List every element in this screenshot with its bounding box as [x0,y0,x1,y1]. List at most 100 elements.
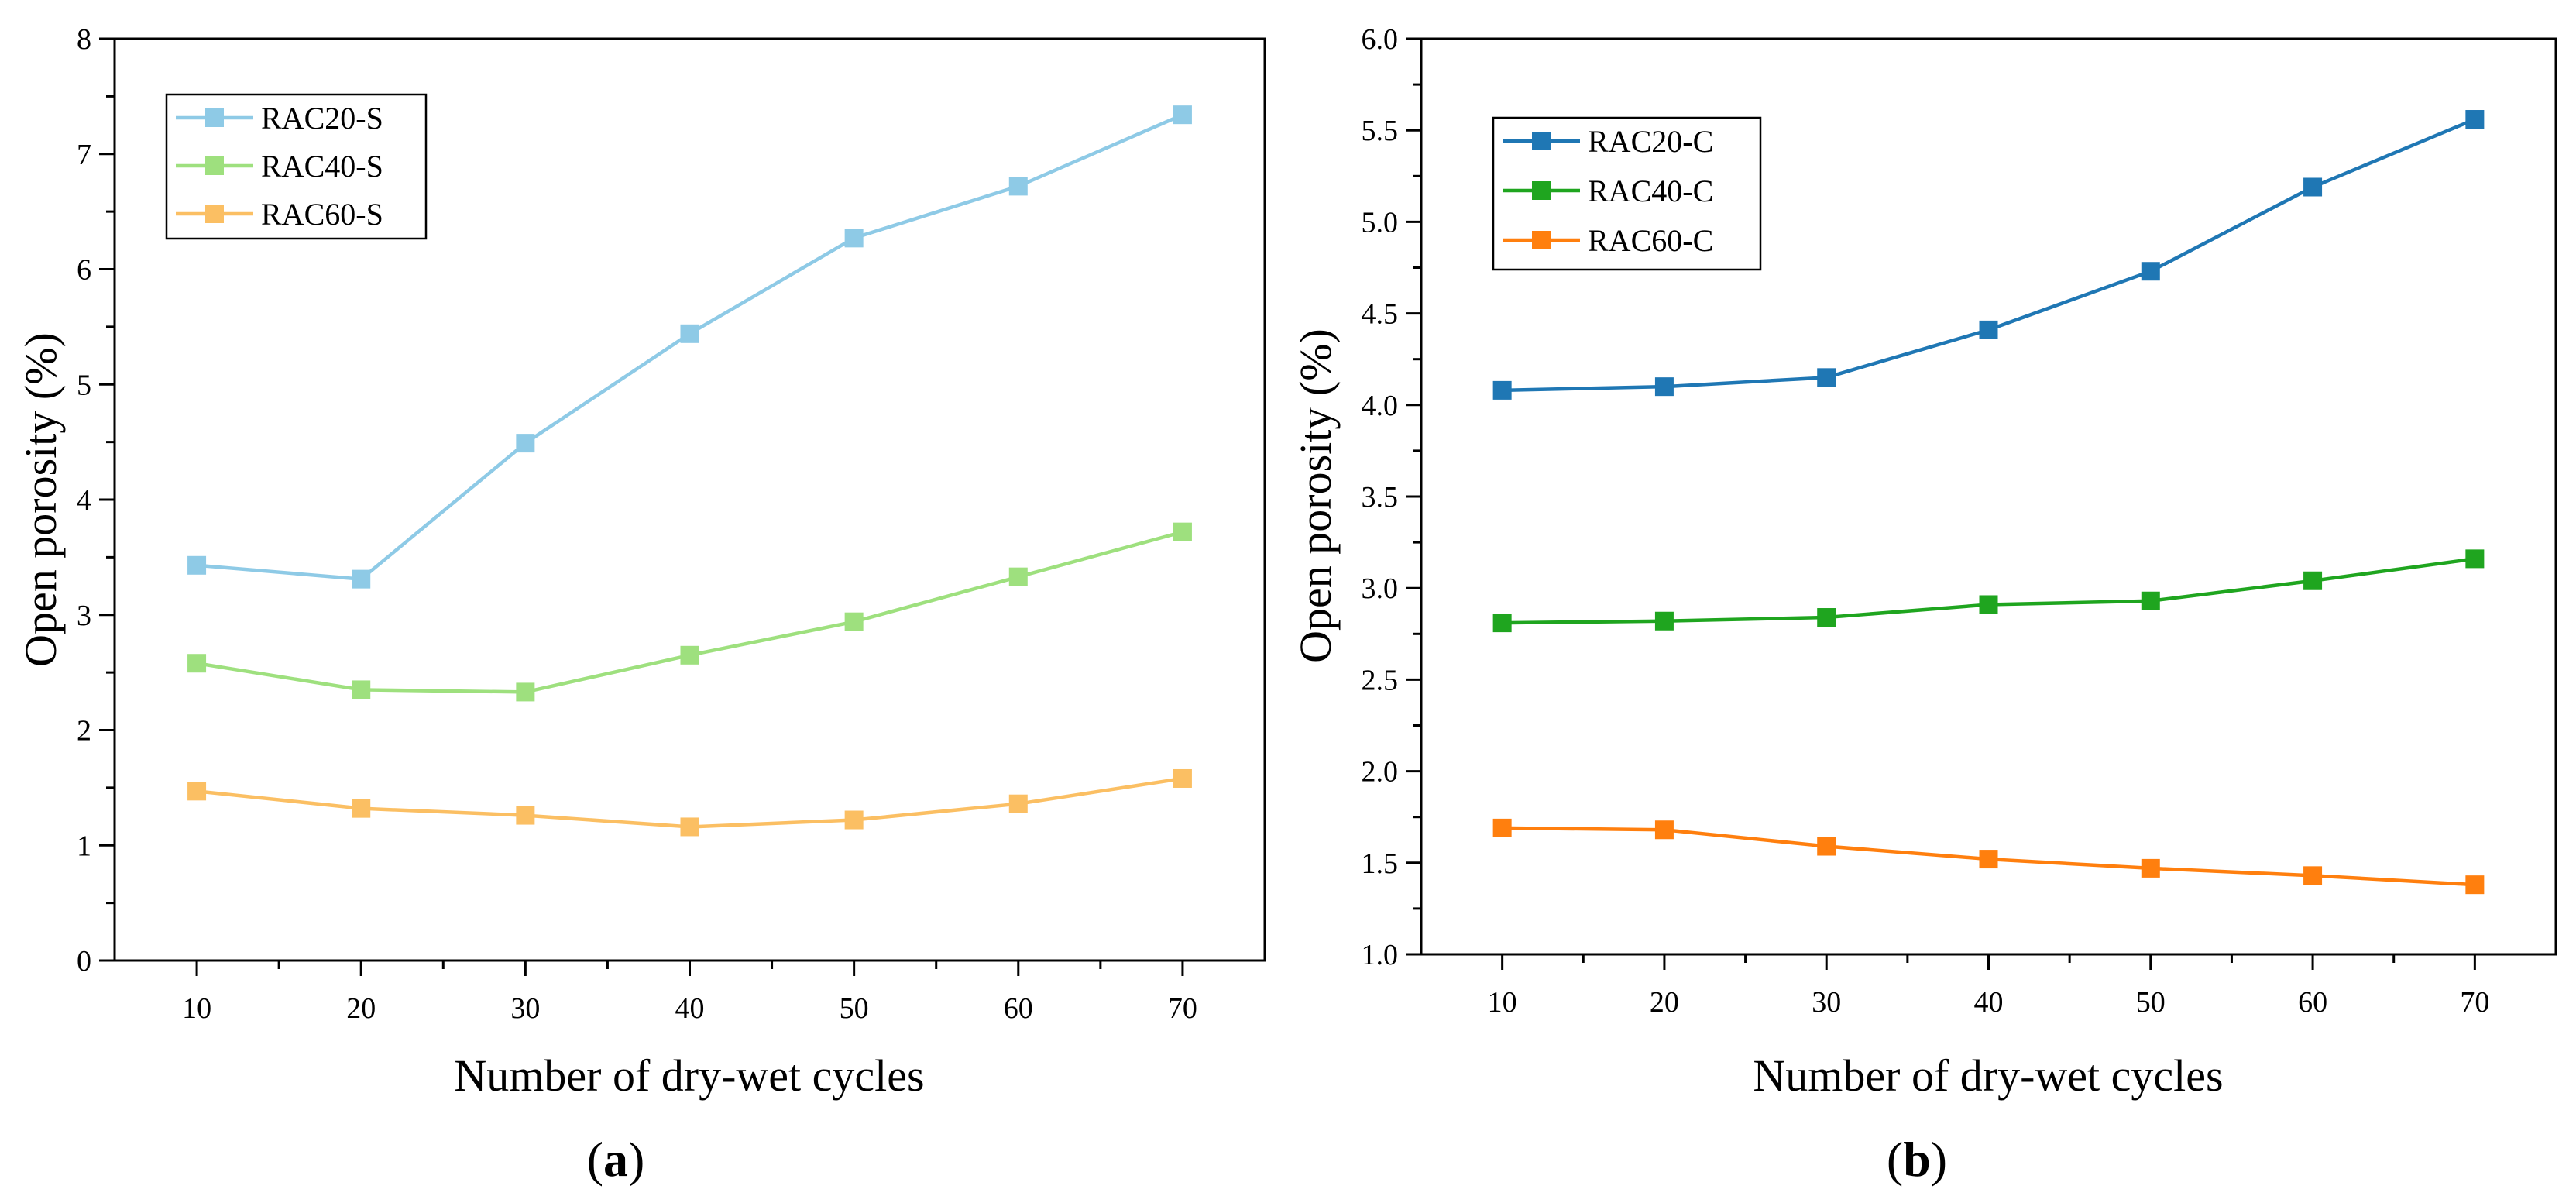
panel-b-series-rac40-c-point [1817,608,1836,627]
panel-a-series-rac20-s-point [187,555,207,575]
panel-b-x-tick-label: 60 [2298,986,2327,1019]
panel-a-y-tick-label: 2 [77,715,91,748]
panel-a-series-rac40-s-point [352,680,371,699]
panel-b-x-tick-label: 50 [2136,986,2166,1019]
panel-a-legend-entry-rac60-s-marker [205,205,224,223]
panel-a-x-tick-label: 50 [840,992,869,1025]
panel-a-legend-entry-rac60-s-label: RAC60-S [261,197,383,232]
panel-a-y-tick-label: 4 [77,484,91,517]
panel-a-legend-entry-rac20-s-marker [205,108,224,127]
panel-b-series-rac40-c-point [1654,611,1674,631]
panel-b-label: (b) [1887,1132,1947,1187]
panel-a-series-rac40-s-line [196,530,1183,694]
panel-a-x-tick-label: 10 [182,992,211,1025]
panel-b-series-rac40-c-point [1979,595,1998,614]
panel-a-series-rac20-s-point [1008,177,1028,196]
panel-a-y-tick-label: 0 [77,945,91,978]
panel-a-y-tick-label: 1 [77,830,91,862]
panel-b-legend-entry-rac60-c-label: RAC60-C [1588,223,1713,258]
panel-b-legend-entry-rac60-c-marker [1532,231,1551,249]
panel-b-series-rac20-c-point [2141,262,2160,281]
panel-b-series-rac60-c-point [1654,820,1674,840]
panel-a-x-tick-label: 40 [675,992,705,1025]
panel-b-y-tick-label: 2.5 [1362,664,1399,696]
panel-b-y-tick-label: 6.0 [1362,23,1399,56]
panel-b-x-tick-label: 70 [2460,986,2489,1019]
panel-b-y-tick-label: 4.0 [1362,390,1399,422]
panel-b-legend-entry-rac40-c-label: RAC40-C [1588,174,1713,208]
panel-b-y-tick-label: 5.0 [1362,206,1399,239]
panel-a-x-axis-title: Number of dry-wet cycles [454,1050,924,1101]
panel-b-series-rac60-c-point [2141,858,2160,878]
panel-a-legend-entry-rac40-s-marker [205,156,224,175]
panel-a-series-rac60-s-point [1008,794,1028,813]
panel-a-y-tick-label: 8 [77,23,91,56]
panel-b-series-rac40-c-point [2141,591,2160,610]
panel-b-y-axis-title: Open porosity (%) [1290,328,1341,663]
panel-b-series-rac60-c-point [1817,837,1836,856]
panel-a-y-tick-label: 3 [77,600,91,632]
panel-b-x-tick-label: 40 [1974,986,2004,1019]
panel-b-series-rac20-c-point [1817,368,1836,387]
panel-b-x-tick-label: 30 [1812,986,1841,1019]
panel-a-x-tick-label: 20 [346,992,376,1025]
panel-b-series-rac60-c-point [2465,875,2485,895]
panel-a-series-rac60-s-point [1173,768,1192,788]
panel-a-y-tick-label: 6 [77,254,91,287]
panel-a-series-rac40-s-point [1008,567,1028,586]
panel-a-series-rac40-s-point [844,612,864,631]
panel-b-legend: RAC20-C RAC40-C RAC60-C [1492,116,1762,271]
panel-a-x-tick-label: 30 [510,992,540,1025]
panel-a-plot-frame [113,37,1266,962]
panel-b-x-tick-label: 10 [1488,986,1517,1019]
panel-b-y-tick-label: 5.5 [1362,115,1399,147]
panel-a-marks: 10 20 30 40 50 60 70 0 1 2 3 4 5 6 7 8 [77,23,1197,1025]
panel-a-y-tick-label: 7 [77,139,91,171]
panel-a-label: (a) [587,1132,645,1187]
panel-b-series-rac60-c-point [1979,850,1998,869]
panel-b-series-rac60-c-point [1492,818,1512,837]
panel-b-y-tick-label: 1.5 [1362,847,1399,880]
panel-b-y-tick-label: 3.5 [1362,481,1399,514]
panel-b-marks: 10 20 30 40 50 60 70 1.0 1.5 2.0 2.5 3.0 3.5 4.0 4.5 5.… [1362,23,2490,1019]
panel-a-series-rac20-s-point [516,434,535,453]
panel-a-series-rac40-s-point [1173,522,1192,541]
panel-a-series-rac40-s-point [516,682,535,702]
panel-b-legend-entry-rac40-c-marker [1532,181,1551,200]
panel-b-series-rac20-c-point [2465,110,2485,129]
panel-a-x-tick-label: 60 [1004,992,1033,1025]
panel-a-series-rac20-s-point [352,569,371,589]
panel-a-series-rac20-s-point [680,324,699,343]
panel-b-series-rac20-c-point [1979,320,1998,339]
panel-a-legend-entry-rac40-s-label: RAC40-S [261,149,383,184]
panel-a-series-rac60-s-point [680,817,699,837]
panel-a-legend-entry-rac20-s-label: RAC20-S [261,101,383,136]
panel-b-series-rac40-c-point [2465,549,2485,569]
panel-a-x-tick-label: 70 [1168,992,1197,1025]
panel-b-x-axis-title: Number of dry-wet cycles [1753,1050,2223,1101]
panel-a-y-axis-title: Open porosity (%) [15,332,66,667]
panel-b-y-tick-label: 4.5 [1362,298,1399,331]
panel-b-series-rac20-c-point [1492,380,1512,400]
panel-b-series-rac40-c-point [1492,614,1512,633]
panel-b: 10 20 30 40 50 60 70 1.0 1.5 2.0 2.5 3.0 3.5 4.0 4.5 5.… [1290,23,2557,1187]
panel-b-series-rac60-c-point [2303,866,2323,885]
panel-a-series-rac40-s-point [187,654,207,673]
panel-a-series-rac60-s-point [516,806,535,825]
panel-a-series-rac40-s-point [680,645,699,665]
panel-b-plot-frame [1420,37,2557,956]
panel-a-legend: RAC20-S RAC40-S RAC60-S [165,93,428,240]
panel-b-x-tick-label: 20 [1650,986,1679,1019]
panel-b-legend-entry-rac20-c-marker [1532,132,1551,150]
panel-a-series-rac60-s-point [352,799,371,818]
panel-b-series-rac20-c-point [1654,377,1674,397]
panel-a-series-rac60-s-point [187,782,207,801]
panel-a-series-rac20-s-point [1173,105,1192,125]
panel-a-series-rac60-s-point [844,810,864,830]
panel-b-y-tick-label: 2.0 [1362,756,1399,789]
panel-b-y-tick-label: 3.0 [1362,572,1399,605]
panel-b-legend-entry-rac20-c-label: RAC20-C [1588,124,1713,159]
panel-a-y-tick-label: 5 [77,369,91,401]
